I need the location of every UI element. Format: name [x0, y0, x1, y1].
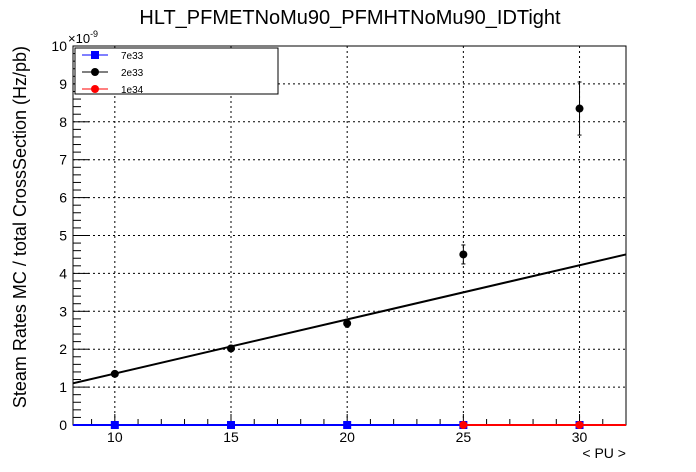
- y-tick-label: 8: [59, 114, 67, 130]
- legend-marker: [91, 51, 99, 59]
- y-exponent-label: ×10-9: [68, 29, 98, 46]
- legend-label: 7e33: [121, 51, 144, 62]
- legend-item-1e34: 1e34: [82, 85, 144, 96]
- legend-label: 1e34: [121, 85, 144, 96]
- legend-label: 2e33: [121, 68, 144, 79]
- data-point: [343, 319, 352, 328]
- y-tick-label: 0: [59, 417, 67, 433]
- legend: 7e33 2e33 1e34: [74, 47, 279, 96]
- fit-line: [72, 253, 627, 385]
- data-point: [575, 421, 584, 429]
- y-tick-label: 2: [59, 341, 67, 357]
- chart-title: HLT_PFMETNoMu90_PFMHTNoMu90_IDTight: [139, 7, 561, 29]
- grid: [73, 46, 626, 425]
- x-tick-label: 20: [339, 429, 355, 445]
- x-tick-label: 30: [572, 429, 588, 445]
- y-exponent-power: -9: [90, 29, 98, 39]
- x-tick-label: 25: [456, 429, 472, 445]
- x-tick-label: 15: [223, 429, 239, 445]
- axes: 10 15 20 25 30 0 1 2 3 4 5 6 7 8 9 10: [51, 38, 627, 445]
- y-tick-label: 6: [59, 190, 67, 206]
- series-layer: [73, 81, 626, 429]
- x-axis-label: < PU >: [582, 445, 626, 461]
- y-tick-label: 4: [59, 265, 67, 281]
- legend-items: 7e33 2e33 1e34: [82, 51, 144, 96]
- legend-marker: [91, 68, 99, 76]
- data-point: [110, 421, 119, 429]
- series-1e34: [459, 421, 626, 429]
- legend-item-2e33: 2e33: [82, 68, 144, 79]
- fit-layer: [72, 253, 627, 385]
- legend-box: [74, 47, 279, 95]
- y-axis-label: Steam Rates MC / total CrossSection (Hz/…: [10, 46, 30, 408]
- data-point: [459, 250, 468, 259]
- y-tick-label: 7: [59, 152, 67, 168]
- y-tick-label: 9: [59, 76, 67, 92]
- legend-item-7e33: 7e33: [82, 51, 144, 62]
- data-point: [110, 369, 119, 378]
- y-tick-label: 1: [59, 379, 67, 395]
- data-point: [575, 104, 584, 113]
- y-tick-label: 10: [51, 38, 67, 54]
- y-tick-label: 3: [59, 303, 67, 319]
- data-point: [227, 421, 235, 429]
- data-point: [459, 421, 468, 429]
- series-2e33: [110, 81, 584, 378]
- data-point: [227, 344, 235, 353]
- y-tick-label: 5: [59, 228, 67, 244]
- data-point: [343, 421, 352, 429]
- x-tick-label: 10: [107, 429, 123, 445]
- legend-marker: [91, 85, 99, 93]
